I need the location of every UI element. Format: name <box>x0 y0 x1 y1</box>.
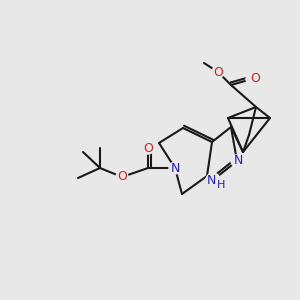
Text: O: O <box>143 142 153 154</box>
Text: O: O <box>250 73 260 85</box>
Circle shape <box>231 155 243 167</box>
Text: N: N <box>206 173 216 187</box>
Circle shape <box>246 73 258 85</box>
Text: H: H <box>217 180 225 190</box>
Text: N: N <box>233 154 243 167</box>
Text: O: O <box>117 170 127 184</box>
Circle shape <box>169 162 181 174</box>
Text: N: N <box>170 161 180 175</box>
Circle shape <box>206 173 220 187</box>
Circle shape <box>116 171 128 183</box>
Text: O: O <box>213 65 223 79</box>
Circle shape <box>142 142 154 154</box>
Circle shape <box>212 66 224 78</box>
